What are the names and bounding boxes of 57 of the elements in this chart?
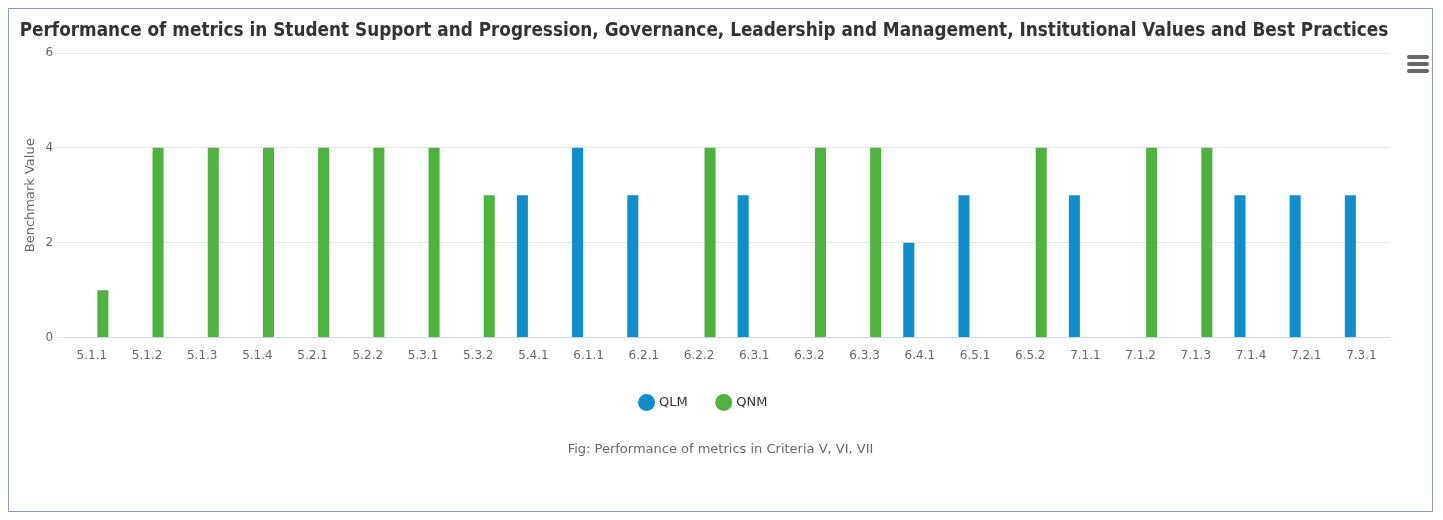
bar <box>903 242 915 338</box>
text: Fig: Performance of metrics in Criteria V, VI, VII <box>566 441 875 456</box>
bar <box>516 195 528 338</box>
x-tick-label: 6.2.2 <box>683 347 715 362</box>
bar <box>814 147 826 338</box>
bar <box>318 147 330 338</box>
x-tick-label: 6.4.1 <box>904 347 936 362</box>
x-tick-label: 5.2.1 <box>297 347 328 362</box>
x-tick-label: 6.5.1 <box>959 347 991 362</box>
x-tick-label: 6.5.2 <box>1014 347 1046 362</box>
x-tick-label: 5.1.2 <box>131 347 163 362</box>
bar <box>870 147 882 338</box>
bar <box>1035 147 1047 338</box>
bar <box>97 290 109 338</box>
bar <box>1201 147 1213 338</box>
legend-label: QNM <box>736 393 768 409</box>
bar <box>1146 147 1158 338</box>
x-tick-label: 7.2.1 <box>1290 347 1322 362</box>
x-tick-label: 5.3.1 <box>407 347 439 362</box>
y-tick-label: 0 <box>45 329 54 344</box>
x-tick-label: 7.1.1 <box>1070 347 1101 362</box>
bar <box>483 195 495 338</box>
y-tick-label: 4 <box>45 139 54 154</box>
bar <box>262 147 274 338</box>
x-tick-label: 6.3.2 <box>794 347 825 362</box>
x-tick-label: 5.1.1 <box>76 347 108 362</box>
y-axis-title: Benchmark Value <box>22 138 38 253</box>
bar <box>1068 195 1080 338</box>
x-tick-label: 5.1.3 <box>186 347 218 362</box>
x-tick-label: 5.4.1 <box>518 347 549 362</box>
bar <box>1234 195 1246 338</box>
y-tick-label: 2 <box>45 234 54 249</box>
x-tick-label: 7.3.1 <box>1346 347 1377 362</box>
bar <box>737 195 749 338</box>
y-tick-label: 6 <box>45 45 54 60</box>
chart-title: Performance of metrics in Student Support and Progression, Governance, Leadership and Management, Institutional Values and Best Practices <box>19 17 1389 41</box>
bar <box>627 195 639 338</box>
x-tick-label: 6.3.3 <box>849 347 880 362</box>
x-tick-label: 5.1.4 <box>242 347 273 362</box>
x-tick-label: 6.2.1 <box>628 347 660 362</box>
legend-label: QLM <box>659 393 688 409</box>
bar <box>572 147 584 338</box>
bar <box>1344 195 1356 338</box>
x-tick-label: 5.3.2 <box>462 347 494 362</box>
bar <box>373 147 385 338</box>
x-tick-label: 5.2.2 <box>352 347 384 362</box>
x-tick-label: 7.1.2 <box>1125 347 1156 362</box>
bar <box>1289 195 1301 338</box>
bar <box>207 147 219 338</box>
x-tick-label: 7.1.3 <box>1180 347 1212 362</box>
x-tick-label: 6.1.1 <box>573 347 604 362</box>
x-tick-label: 7.1.4 <box>1235 347 1267 362</box>
bar <box>958 195 970 338</box>
x-tick-label: 6.3.1 <box>738 347 770 362</box>
bar <box>428 147 440 338</box>
bar <box>704 147 716 338</box>
bar <box>152 147 164 338</box>
